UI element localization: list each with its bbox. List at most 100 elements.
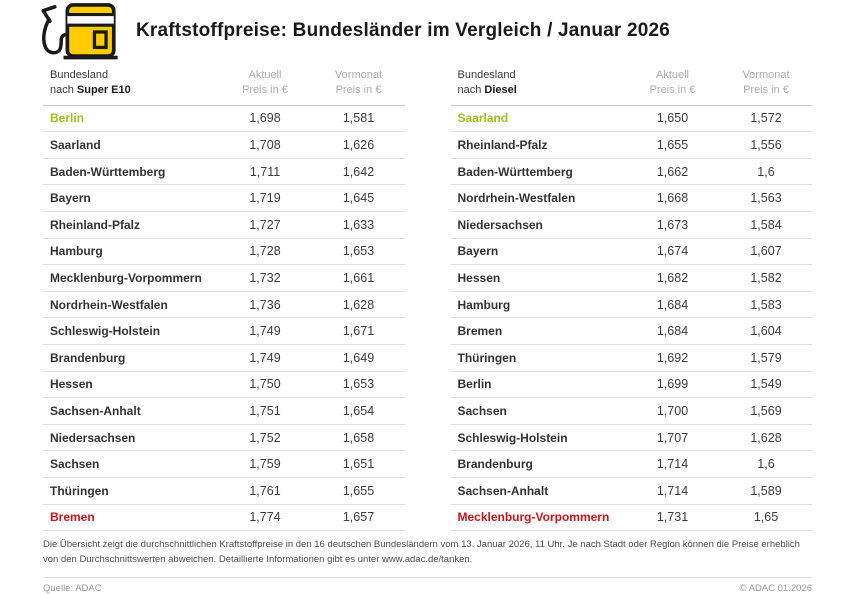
table-row: Niedersachsen 1,752 1,658 bbox=[43, 425, 405, 452]
bundesland-cell: Berlin bbox=[50, 111, 85, 126]
table-row: Baden-Württemberg 1,662 1,6 bbox=[450, 159, 812, 186]
vormonat-price-cell: 1,654 bbox=[342, 404, 375, 419]
aktuell-price-cell: 1,749 bbox=[249, 350, 281, 365]
table-row: Bayern 1,674 1,607 bbox=[450, 239, 812, 266]
table-row: Hamburg 1,684 1,583 bbox=[450, 292, 812, 319]
table-row: Schleswig-Holstein 1,749 1,671 bbox=[43, 318, 405, 346]
bundesland-cell: Thüringen bbox=[457, 350, 517, 365]
vormonat-price-cell: 1,583 bbox=[750, 297, 782, 312]
bundesland-cell: Sachsen bbox=[457, 404, 507, 419]
price-table-super-e10: Bundesland nach Super E10 Aktuell Preis … bbox=[43, 62, 405, 532]
column-header-bundesland: Bundesland nach Diesel bbox=[457, 69, 517, 96]
aktuell-price-cell: 1,728 bbox=[249, 244, 281, 259]
bundesland-cell: Brandenburg bbox=[50, 350, 126, 365]
vormonat-price-cell: 1,658 bbox=[342, 430, 375, 445]
bundesland-cell: Baden-Württemberg bbox=[50, 164, 166, 179]
aktuell-price-cell: 1,750 bbox=[249, 377, 281, 392]
tables-container: Bundesland nach Super E10 Aktuell Preis … bbox=[0, 62, 855, 532]
vormonat-price-cell: 1,645 bbox=[342, 191, 375, 206]
bundesland-cell: Berlin bbox=[457, 377, 492, 392]
aktuell-price-cell: 1,727 bbox=[249, 217, 281, 232]
bundesland-cell: Baden-Württemberg bbox=[457, 164, 573, 179]
vormonat-price-cell: 1,6 bbox=[757, 457, 775, 472]
table-row: Sachsen-Anhalt 1,714 1,589 bbox=[450, 478, 812, 505]
bundesland-cell: Hessen bbox=[457, 271, 501, 286]
vormonat-price-cell: 1,572 bbox=[750, 111, 782, 126]
table-row: Niedersachsen 1,673 1,584 bbox=[450, 212, 812, 239]
aktuell-price-cell: 1,650 bbox=[656, 111, 689, 126]
aktuell-price-cell: 1,731 bbox=[656, 510, 689, 525]
aktuell-price-cell: 1,684 bbox=[656, 297, 689, 312]
bundesland-cell: Hamburg bbox=[50, 244, 103, 259]
vormonat-price-cell: 1,582 bbox=[750, 271, 782, 286]
bundesland-cell: Mecklenburg-Vorpommern bbox=[457, 510, 610, 525]
vormonat-price-cell: 1,604 bbox=[750, 324, 782, 339]
aktuell-price-cell: 1,684 bbox=[656, 324, 689, 339]
vormonat-price-cell: 1,607 bbox=[750, 244, 782, 259]
table-row: Thüringen 1,692 1,579 bbox=[450, 345, 812, 372]
bundesland-cell: Brandenburg bbox=[457, 457, 533, 472]
aktuell-price-cell: 1,719 bbox=[249, 191, 281, 206]
table-row: Thüringen 1,761 1,655 bbox=[43, 478, 405, 505]
column-header-aktuell: Aktuell Preis in € bbox=[242, 69, 288, 96]
bundesland-cell: Thüringen bbox=[50, 483, 109, 498]
vormonat-price-cell: 1,556 bbox=[750, 138, 782, 153]
vormonat-price-cell: 1,657 bbox=[342, 510, 375, 525]
bundesland-cell: Sachsen-Anhalt bbox=[457, 483, 549, 498]
vormonat-price-cell: 1,628 bbox=[342, 297, 375, 312]
table-header-diesel: Bundesland nach Diesel Aktuell Preis in … bbox=[450, 62, 812, 106]
vormonat-price-cell: 1,584 bbox=[750, 217, 782, 232]
bundesland-cell: Bayern bbox=[50, 191, 91, 206]
footer: Quelle: ADAC © ADAC 01.2026 bbox=[43, 583, 812, 594]
table-row: Schleswig-Holstein 1,707 1,628 bbox=[450, 425, 812, 452]
column-header-vormonat: Vormonat Preis in € bbox=[742, 69, 790, 96]
table-row: Mecklenburg-Vorpommern 1,731 1,65 bbox=[450, 505, 812, 532]
source-label: Quelle: ADAC bbox=[43, 582, 102, 594]
price-table-diesel: Bundesland nach Diesel Aktuell Preis in … bbox=[450, 62, 812, 532]
vormonat-price-cell: 1,653 bbox=[342, 244, 375, 259]
table-row: Rheinland-Pfalz 1,655 1,556 bbox=[450, 132, 812, 159]
footer-divider bbox=[43, 576, 812, 578]
column-header-vormonat: Vormonat Preis in € bbox=[334, 69, 383, 96]
table-row: Rheinland-Pfalz 1,727 1,633 bbox=[43, 212, 405, 239]
vormonat-price-cell: 1,642 bbox=[342, 164, 375, 179]
bundesland-cell: Rheinland-Pfalz bbox=[50, 217, 141, 232]
aktuell-price-cell: 1,708 bbox=[249, 138, 281, 153]
table-row: Brandenburg 1,749 1,649 bbox=[43, 345, 405, 372]
bundesland-cell: Nordrhein-Westfalen bbox=[50, 297, 168, 312]
vormonat-price-cell: 1,626 bbox=[342, 138, 375, 153]
table-row: Hamburg 1,728 1,653 bbox=[43, 239, 405, 266]
bundesland-cell: Schleswig-Holstein bbox=[50, 324, 161, 339]
table-row: Bayern 1,719 1,645 bbox=[43, 185, 405, 213]
vormonat-price-cell: 1,649 bbox=[342, 350, 375, 365]
table-row: Baden-Württemberg 1,711 1,642 bbox=[43, 159, 405, 186]
aktuell-price-cell: 1,711 bbox=[249, 164, 281, 179]
bundesland-cell: Bremen bbox=[457, 324, 503, 339]
table-body-super-e10: Berlin 1,698 1,581 Saarland 1,708 1,626 … bbox=[43, 106, 405, 532]
aktuell-price-cell: 1,752 bbox=[249, 430, 281, 445]
table-row: Nordrhein-Westfalen 1,668 1,563 bbox=[450, 185, 812, 213]
vormonat-price-cell: 1,6 bbox=[757, 164, 775, 179]
table-row: Saarland 1,708 1,626 bbox=[43, 132, 405, 159]
table-row: Berlin 1,699 1,549 bbox=[450, 372, 812, 399]
table-row: Mecklenburg-Vorpommern 1,732 1,661 bbox=[43, 265, 405, 292]
aktuell-price-cell: 1,699 bbox=[656, 377, 689, 392]
aktuell-price-cell: 1,674 bbox=[656, 244, 689, 259]
aktuell-price-cell: 1,749 bbox=[249, 324, 281, 339]
aktuell-price-cell: 1,682 bbox=[656, 271, 689, 286]
vormonat-price-cell: 1,651 bbox=[342, 457, 375, 472]
header: Kraftstoffpreise: Bundesländer im Vergle… bbox=[0, 0, 855, 62]
aktuell-price-cell: 1,761 bbox=[249, 483, 281, 498]
vormonat-price-cell: 1,655 bbox=[342, 483, 375, 498]
table-body-diesel: Saarland 1,650 1,572 Rheinland-Pfalz 1,6… bbox=[450, 106, 812, 532]
aktuell-price-cell: 1,774 bbox=[249, 510, 281, 525]
copyright-label: © ADAC 01.2026 bbox=[739, 582, 813, 594]
aktuell-price-cell: 1,736 bbox=[249, 297, 281, 312]
vormonat-price-cell: 1,653 bbox=[342, 377, 375, 392]
page-title: Kraftstoffpreise: Bundesländer im Vergle… bbox=[136, 20, 671, 41]
bundesland-cell: Bremen bbox=[50, 510, 95, 525]
column-header-aktuell: Aktuell Preis in € bbox=[649, 69, 696, 96]
bundesland-cell: Sachsen bbox=[50, 457, 100, 472]
footnote-text: Die Übersicht zeigt die durchschnittlich… bbox=[43, 539, 800, 565]
